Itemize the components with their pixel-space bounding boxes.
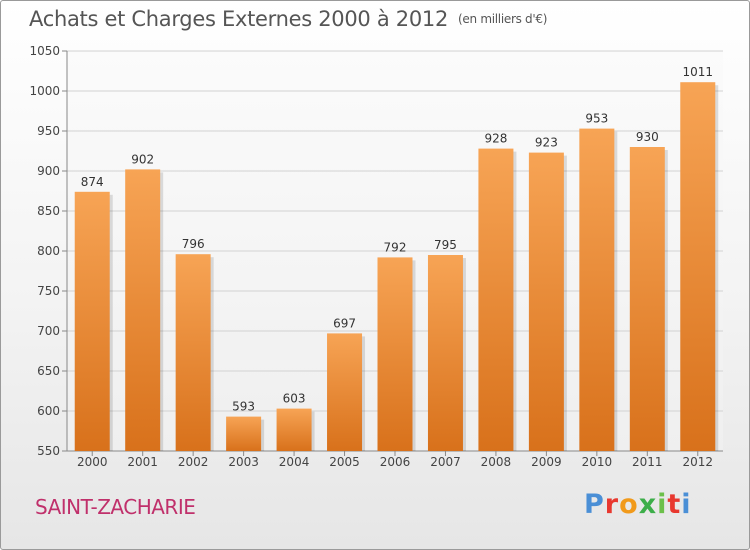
y-tick-label: 550 bbox=[37, 444, 60, 458]
x-tick-label: 2008 bbox=[481, 455, 512, 469]
y-tick-label: 800 bbox=[37, 244, 60, 258]
bar bbox=[629, 147, 665, 451]
bar bbox=[427, 255, 463, 451]
x-tick-label: 2003 bbox=[228, 455, 259, 469]
data-label: 1011 bbox=[682, 65, 713, 79]
bar bbox=[327, 333, 363, 451]
data-label: 603 bbox=[283, 392, 306, 406]
data-label: 953 bbox=[585, 112, 608, 126]
data-label: 923 bbox=[535, 136, 558, 150]
x-tick-label: 2010 bbox=[582, 455, 613, 469]
y-tick-label: 750 bbox=[37, 284, 60, 298]
bar bbox=[276, 408, 312, 451]
x-tick-label: 2006 bbox=[380, 455, 411, 469]
bar bbox=[680, 82, 716, 451]
y-tick-label: 1050 bbox=[29, 44, 60, 58]
x-tick-label: 2001 bbox=[127, 455, 158, 469]
y-tick-label: 950 bbox=[37, 124, 60, 138]
data-label: 874 bbox=[81, 175, 104, 189]
x-tick-label: 2007 bbox=[430, 455, 461, 469]
data-label: 928 bbox=[484, 132, 507, 146]
y-tick-label: 700 bbox=[37, 324, 60, 338]
y-tick-label: 850 bbox=[37, 204, 60, 218]
x-tick-label: 2004 bbox=[279, 455, 310, 469]
y-tick-label: 1000 bbox=[29, 84, 60, 98]
x-tick-label: 2009 bbox=[531, 455, 562, 469]
x-tick-label: 2002 bbox=[178, 455, 209, 469]
data-label: 593 bbox=[232, 400, 255, 414]
bar bbox=[125, 169, 161, 451]
data-label: 697 bbox=[333, 316, 356, 330]
bar bbox=[528, 152, 564, 451]
data-label: 930 bbox=[636, 130, 659, 144]
bar bbox=[74, 191, 110, 452]
bar bbox=[478, 148, 514, 451]
commune-name: SAINT-ZACHARIE bbox=[35, 495, 196, 519]
x-tick-label: 2005 bbox=[329, 455, 360, 469]
bar bbox=[226, 416, 262, 451]
x-tick-label: 2012 bbox=[682, 455, 713, 469]
data-label: 795 bbox=[434, 238, 457, 252]
data-label: 796 bbox=[182, 237, 205, 251]
y-tick-label: 900 bbox=[37, 164, 60, 178]
data-label: 902 bbox=[131, 152, 154, 166]
chart-unit-note: (en milliers d'€) bbox=[458, 12, 548, 26]
chart-title-text: Achats et Charges Externes 2000 à 2012 bbox=[29, 7, 449, 31]
x-tick-label: 2011 bbox=[632, 455, 663, 469]
y-tick-label: 600 bbox=[37, 404, 60, 418]
x-tick-label: 2000 bbox=[77, 455, 108, 469]
data-label: 792 bbox=[384, 240, 407, 254]
bar bbox=[175, 254, 211, 451]
proxiti-logo: Proxiti bbox=[584, 489, 692, 520]
bar bbox=[377, 257, 413, 451]
y-tick-label: 650 bbox=[37, 364, 60, 378]
bar bbox=[579, 128, 615, 451]
chart-title: Achats et Charges Externes 2000 à 2012 (e… bbox=[29, 7, 547, 31]
